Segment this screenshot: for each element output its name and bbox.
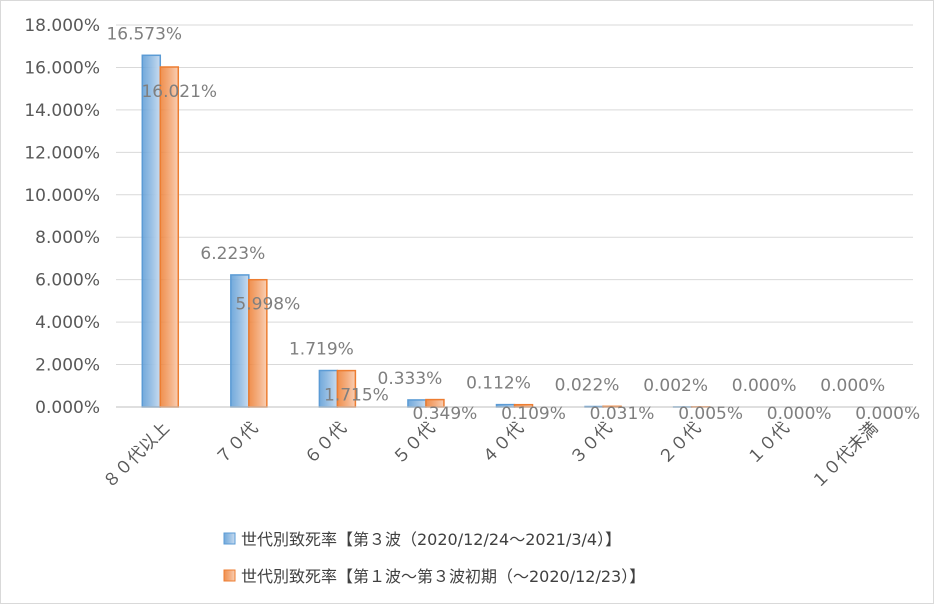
x-category-label: ２０代 <box>655 418 705 468</box>
data-label: 0.109% <box>501 404 566 424</box>
y-tick-label: 4.000% <box>35 313 100 333</box>
x-category-label: ７０代 <box>212 418 262 468</box>
y-tick-label: 14.000% <box>24 101 100 121</box>
y-tick-label: 2.000% <box>35 356 100 376</box>
data-label: 0.002% <box>643 376 708 396</box>
data-label: 0.112% <box>466 374 531 394</box>
legend-item-series-2[interactable]: 世代別致死率【第１波～第３波初期（～2020/12/23）】 <box>224 567 645 586</box>
data-label: 0.349% <box>413 404 478 424</box>
legend-swatch-series-1 <box>224 533 235 544</box>
x-category-label: １０代未満 <box>808 418 882 492</box>
y-tick-label: 8.000% <box>35 228 100 248</box>
x-category-label: ３０代 <box>566 418 616 468</box>
y-tick-label: 6.000% <box>35 271 100 291</box>
bar[interactable] <box>160 67 178 407</box>
data-label: 0.333% <box>378 369 443 389</box>
data-label: 0.031% <box>590 404 655 424</box>
data-labels: 16.573%16.021%6.223%5.998%1.719%1.715%0.… <box>106 24 920 424</box>
bar[interactable] <box>142 55 160 407</box>
x-category-label: １０代 <box>743 418 793 468</box>
legend-swatch-series-2 <box>224 570 235 581</box>
x-axis-category-labels: ８０代以上 ７０代 ６０代 ５０代 ４０代 ３０代 ２０代 １０代 １０代未満 <box>100 418 883 492</box>
y-tick-label: 18.000% <box>24 16 100 36</box>
data-label: 5.998% <box>235 295 300 315</box>
data-label: 0.000% <box>732 376 797 396</box>
legend: 世代別致死率【第３波（2020/12/24～2021/3/4）】 世代別致死率【… <box>224 530 645 586</box>
y-tick-label: 16.000% <box>24 58 100 78</box>
y-axis-tick-labels: 0.000% 2.000% 4.000% 6.000% 8.000% 10.000% 12.… <box>24 16 100 418</box>
legend-label-series-1: 世代別致死率【第３波（2020/12/24～2021/3/4）】 <box>241 530 621 549</box>
x-category-label: ６０代 <box>301 418 351 468</box>
data-label: 0.000% <box>855 404 920 424</box>
y-tick-label: 0.000% <box>35 398 100 418</box>
y-tick-label: 10.000% <box>24 186 100 206</box>
y-tick-label: 12.000% <box>24 143 100 163</box>
data-label: 0.022% <box>555 376 620 396</box>
data-label: 16.021% <box>141 82 217 102</box>
x-category-label: ５０代 <box>389 418 439 468</box>
data-label: 0.000% <box>820 376 885 396</box>
x-category-label: ４０代 <box>478 418 528 468</box>
x-category-label: ８０代以上 <box>100 418 174 492</box>
data-label: 0.005% <box>678 404 743 424</box>
data-label: 6.223% <box>200 244 265 264</box>
data-label: 0.000% <box>767 404 832 424</box>
data-label: 1.719% <box>289 340 354 360</box>
data-label: 16.573% <box>106 24 182 44</box>
legend-label-series-2: 世代別致死率【第１波～第３波初期（～2020/12/23）】 <box>241 567 645 586</box>
bars <box>142 55 709 407</box>
legend-item-series-1[interactable]: 世代別致死率【第３波（2020/12/24～2021/3/4）】 <box>224 530 621 549</box>
